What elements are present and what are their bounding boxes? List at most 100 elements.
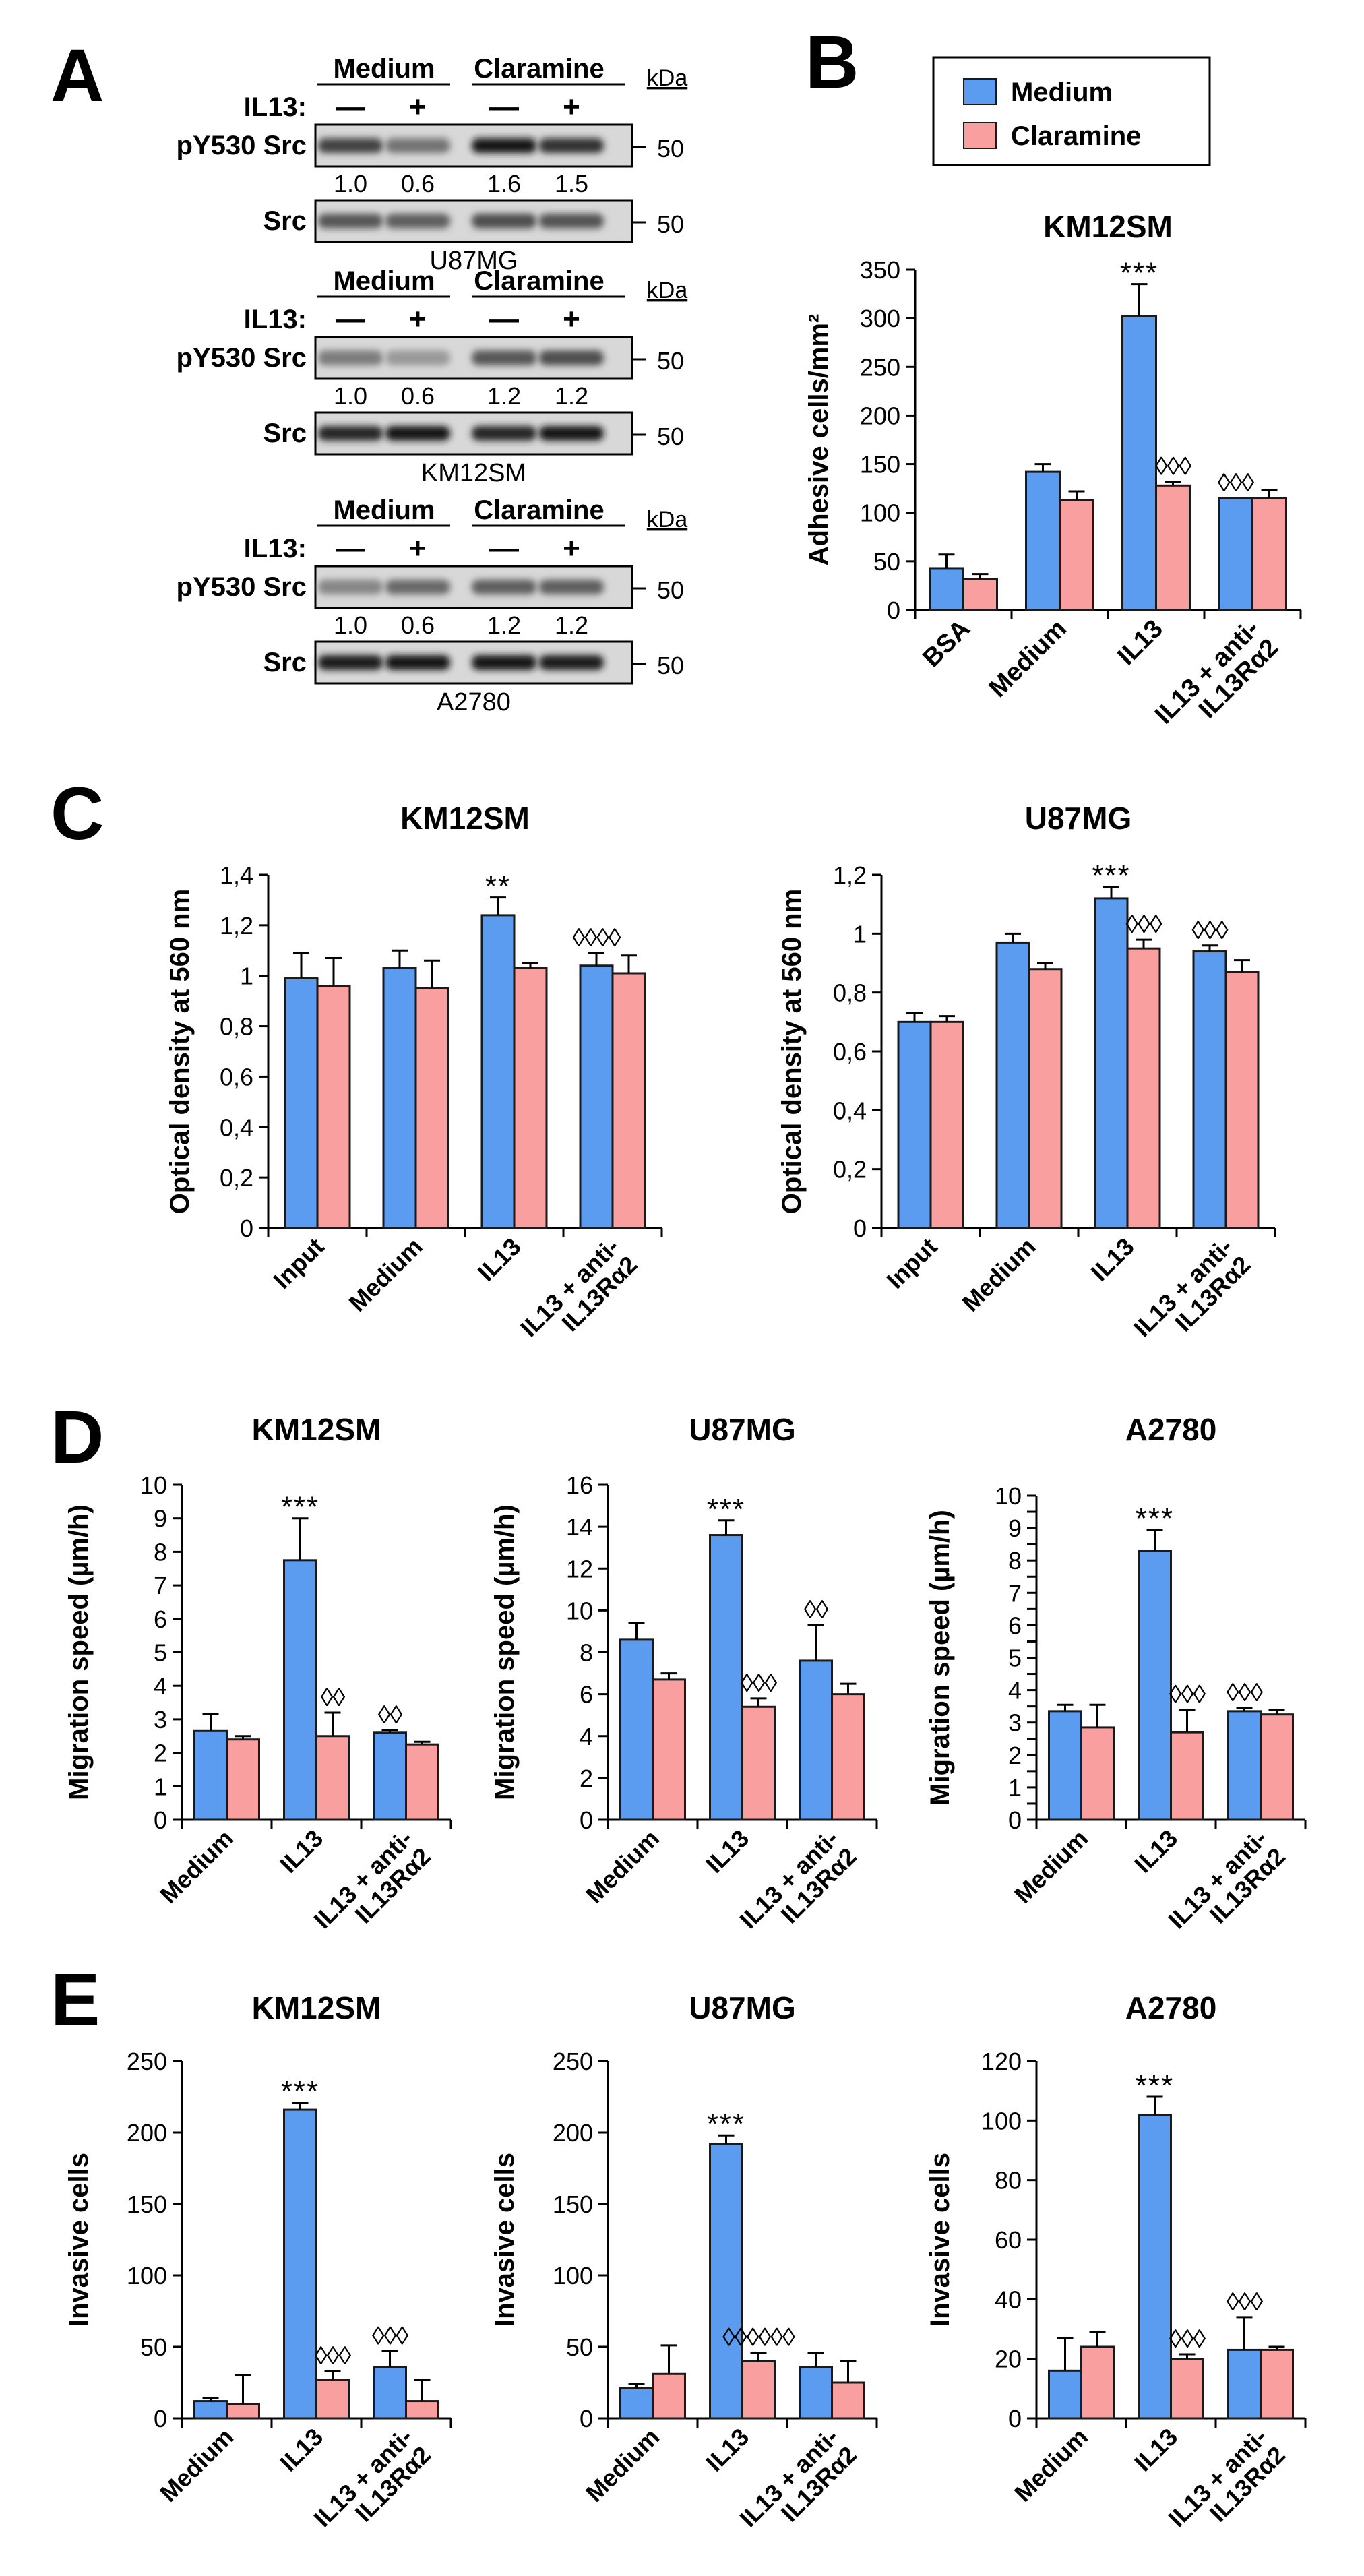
y-tick-label: 1,2 — [833, 861, 867, 889]
x-category-label: Medium — [956, 1233, 1041, 1317]
bar-claramine — [405, 1743, 439, 1821]
blot-ratio: 0.6 — [401, 611, 435, 639]
blot-il13-label: IL13: — [244, 92, 307, 122]
blot-ratio: 0.6 — [401, 382, 435, 410]
y-tick-label: 0,2 — [220, 1164, 253, 1192]
y-tick-label: 0 — [1008, 2405, 1022, 2432]
x-category-label: Medium — [1009, 2423, 1093, 2507]
y-tick-label: 0,6 — [833, 1038, 867, 1066]
panel-label-b: B — [805, 21, 859, 104]
significance-stars: *** — [707, 1493, 745, 1526]
bar-medium — [897, 1020, 932, 1229]
y-tick-label: 200 — [127, 2119, 167, 2147]
chart-title: U87MG — [1025, 801, 1132, 836]
blot-band — [539, 138, 604, 153]
chart-b: KM12SM 0 50 100 150 200 250 300 350 Adhesive cell… — [804, 209, 1302, 749]
significance-diamonds: ◊◊◊ — [1169, 1680, 1206, 1709]
y-tick-label: 100 — [981, 2107, 1022, 2135]
significance-diamonds: ◊◊ — [378, 1701, 403, 1729]
x-category-label: IL13 + anti-IL13Rα2 — [1150, 615, 1284, 749]
x-category-label: Input — [268, 1233, 329, 1294]
blot-ratio: 1.0 — [334, 611, 367, 639]
x-category-label: Input — [881, 1233, 942, 1294]
blot-row-label-phospho: pY530 Src — [177, 572, 307, 602]
y-tick-label: 1,2 — [220, 912, 253, 940]
y-tick-label: 16 — [566, 1471, 593, 1499]
bar-claramine — [741, 1705, 776, 1821]
blot-marker-50: 50 — [657, 652, 684, 679]
bar-claramine — [1224, 971, 1260, 1229]
blot-header-medium: Medium — [333, 266, 435, 296]
blot-row-label-phospho: pY530 Src — [177, 343, 307, 373]
y-tick-label: 150 — [553, 2190, 593, 2218]
significance-diamonds: ◊◊◊◊ — [572, 924, 621, 952]
bar-medium — [1094, 897, 1129, 1229]
y-tick-label: 200 — [860, 402, 900, 429]
significance-stars: *** — [281, 2075, 319, 2108]
y-tick-label: 0 — [853, 1215, 867, 1242]
bar-claramine — [611, 972, 646, 1229]
y-tick-label: 50 — [566, 2333, 593, 2361]
blot-cell-line-label: U87MG — [430, 247, 518, 275]
x-category-label: IL13 — [1129, 1824, 1183, 1878]
y-axis-label: Migration speed (µm/h) — [490, 1504, 520, 1800]
blot-cell-line-label: A2780 — [437, 688, 511, 716]
blot-kda-label: kDa — [647, 65, 688, 91]
y-tick-label: 100 — [127, 2262, 167, 2290]
blot-ratio: 1.0 — [334, 382, 367, 410]
bar-claramine — [405, 2400, 439, 2420]
y-tick-label: 1 — [1008, 1774, 1022, 1802]
y-tick-label: 50 — [873, 548, 900, 576]
blot-kda-label: kDa — [647, 507, 688, 532]
bar-claramine — [652, 2372, 686, 2420]
chart-title: KM12SM — [400, 801, 530, 836]
y-axis-label: Adhesive cells/mm² — [804, 314, 834, 566]
y-tick-label: 80 — [995, 2167, 1022, 2195]
blot-marker-50: 50 — [657, 576, 684, 604]
blot-ratio: 1.6 — [487, 170, 521, 197]
blot-band — [539, 580, 604, 594]
y-axis-label: Invasive cells — [64, 2153, 94, 2327]
bar-medium — [193, 1729, 228, 1821]
bar-claramine — [741, 2360, 776, 2420]
x-category-label: IL13 — [1129, 2423, 1183, 2477]
blot-band — [385, 655, 450, 670]
bar-claramine — [929, 1020, 964, 1229]
bar-claramine — [226, 2403, 260, 2420]
significance-diamonds: ◊◊◊ — [1191, 917, 1229, 945]
blot-lane-mark: — — [489, 303, 519, 336]
significance-diamonds: ◊◊◊ — [1218, 469, 1255, 497]
bar-claramine — [315, 1735, 350, 1821]
blot-band — [472, 138, 536, 153]
bar-medium — [1138, 1550, 1172, 1821]
bar-claramine — [1251, 497, 1287, 611]
blot-marker-50: 50 — [657, 210, 684, 238]
y-tick-label: 100 — [553, 2262, 593, 2290]
y-tick-label: 10 — [140, 1471, 167, 1499]
significance-diamonds: ◊◊◊ — [1155, 453, 1192, 481]
x-category-label: Medium — [580, 2423, 664, 2507]
significance-stars: ** — [485, 870, 511, 903]
y-tick-label: 2 — [1008, 1742, 1022, 1769]
y-tick-label: 10 — [566, 1597, 593, 1624]
significance-diamonds: ◊◊◊◊◊◊ — [722, 2323, 795, 2352]
y-tick-label: 1 — [154, 1773, 167, 1800]
bar-medium — [1048, 1710, 1082, 1821]
panel-label-c: C — [51, 772, 104, 855]
blot-lane-mark: — — [489, 532, 519, 565]
blot-lane-mark: — — [489, 90, 519, 123]
blot-band — [385, 350, 450, 365]
bar-medium — [1025, 470, 1061, 611]
bar-medium — [283, 2108, 317, 2420]
x-category-label: Medium — [154, 2423, 239, 2507]
chart-d2: U87MG 0 2 4 6 8 10 12 14 16 Migration speed (µm/h)… — [490, 1412, 878, 1934]
bar-claramine — [1155, 484, 1191, 611]
significance-stars: *** — [1136, 1502, 1174, 1535]
bar-medium — [382, 967, 417, 1229]
bar-medium — [1192, 950, 1227, 1229]
bar-claramine — [1028, 968, 1063, 1229]
chart-c1: KM12SM 0 0,2 0,4 0,6 0,8 1 1,2 1,4 Optical densit… — [165, 801, 663, 1342]
bar-medium — [283, 1559, 317, 1821]
y-axis-label: Invasive cells — [490, 2153, 520, 2327]
